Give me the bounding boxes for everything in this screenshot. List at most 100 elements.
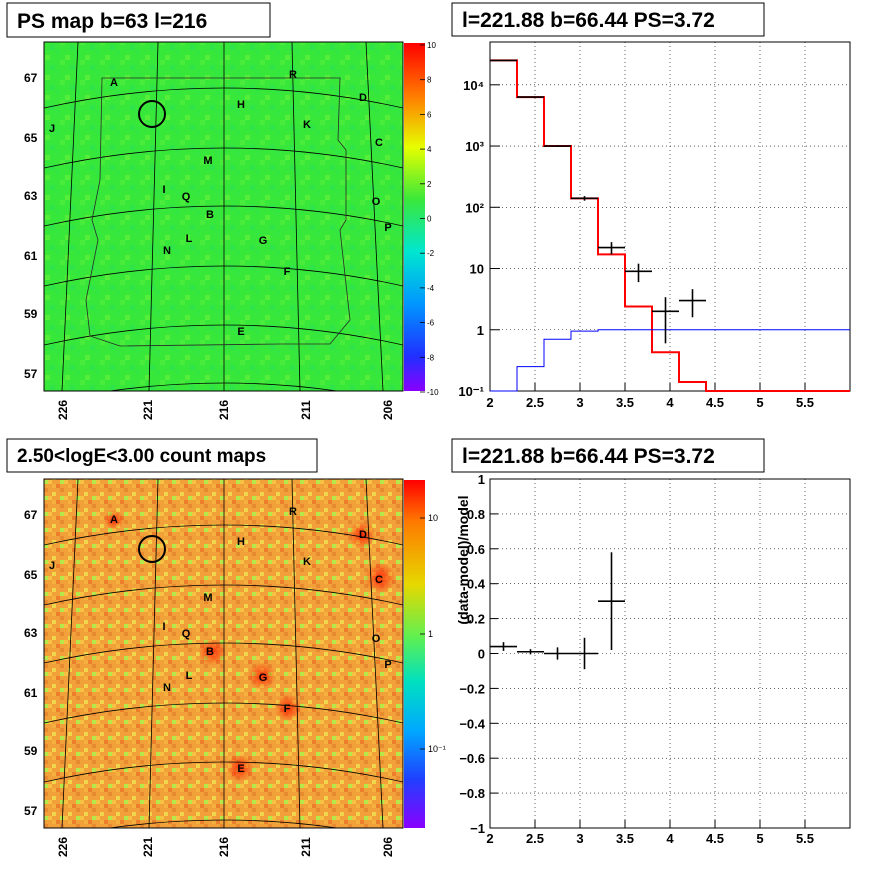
source-label-c: C [375, 574, 383, 586]
x-tick-label: 4 [666, 395, 674, 410]
y-tick-label: 57 [24, 367, 38, 381]
source-label-j: J [49, 560, 55, 572]
y-tick-label: 65 [24, 568, 38, 582]
x-tick-label: 221 [141, 400, 155, 420]
spectrum-data-points [490, 59, 706, 344]
x-tick-label: 216 [217, 400, 231, 420]
y-tick-label: −0.6 [459, 751, 485, 766]
colorbar-tick-label: 8 [427, 76, 432, 85]
y-tick-label: −1 [470, 821, 485, 836]
y-tick-label: 59 [24, 744, 38, 758]
residual-y-axis-label: (data-model)/model [455, 495, 471, 624]
source-label-f: F [284, 266, 291, 278]
x-tick-label: 3.5 [616, 395, 634, 410]
y-tick-label: 1 [478, 472, 485, 487]
ps-map-title-box [6, 2, 271, 38]
y-tick-label: 10⁻¹ [458, 384, 484, 399]
source-label-q: Q [182, 628, 191, 640]
source-label-g: G [259, 672, 268, 684]
residual-title: l=221.88 b=66.44 PS=3.72 [462, 445, 715, 468]
y-tick-label: −0.2 [459, 681, 485, 696]
x-tick-label: 2.5 [526, 831, 544, 846]
spectrum-background-histogram [490, 329, 850, 392]
count-map-target-circle [138, 535, 166, 563]
ps-map-frame [43, 41, 404, 392]
y-tick-label: 57 [24, 804, 38, 818]
colorbar-tick-label: -10 [427, 388, 439, 397]
source-label-d: D [359, 529, 367, 541]
colorbar-tick-label: -2 [427, 249, 435, 258]
y-tick-label: 0.6 [467, 542, 485, 557]
y-tick-label: 67 [24, 71, 38, 85]
x-tick-label: 216 [217, 837, 231, 857]
y-tick-label: 0.4 [467, 577, 486, 592]
y-tick-label: 1 [477, 323, 484, 338]
count-map-hotspots [104, 510, 396, 782]
spectrum-title-box [451, 2, 765, 37]
source-label-n: N [163, 245, 171, 257]
source-label-j: J [49, 123, 55, 135]
count-map-colorbar [404, 480, 425, 828]
x-tick-label: 2.5 [526, 395, 544, 410]
y-tick-label: −0.4 [459, 716, 485, 731]
source-label-m: M [203, 155, 212, 167]
source-label-n: N [163, 682, 171, 694]
source-label-e: E [237, 763, 244, 775]
ps-map-colorbar-ticks: 10 8 6 4 2 0 -2 -4 -6 -8 -10 [420, 41, 439, 397]
residual-title-box [451, 438, 765, 473]
x-tick-label: 3 [576, 395, 583, 410]
y-tick-label: 10⁴ [463, 78, 484, 93]
source-label-q: Q [182, 191, 191, 203]
y-tick-label: 10 [470, 262, 484, 277]
x-tick-label: 4 [666, 831, 674, 846]
residual-axes: 2 2.5 3 3.5 4 4.5 5 5.5 1 0.8 0.6 0.4 0.2 0 −0.2 −0.4 −0… [459, 472, 814, 846]
y-tick-label: 65 [24, 131, 38, 145]
x-tick-label: 226 [56, 837, 70, 857]
residual-panel: 2 2.5 3 3.5 4 4.5 5 5.5 1 0.8 0.6 0.4 0.2 0 −0.2 −0.4 −0… [451, 438, 851, 846]
y-tick-label: 67 [24, 508, 38, 522]
source-label-o: O [372, 196, 381, 208]
source-label-i: I [162, 184, 165, 196]
colorbar-tick-label: -6 [427, 319, 435, 328]
x-tick-label: 226 [56, 400, 70, 420]
spectrum-title: l=221.88 b=66.44 PS=3.72 [462, 9, 715, 32]
count-map-title-box [6, 438, 318, 473]
longitude-line [61, 479, 79, 828]
source-label-l: L [186, 233, 193, 245]
ps-map-title: PS map b=63 l=216 [17, 10, 207, 33]
y-tick-label: 0.8 [467, 507, 485, 522]
source-label-b: B [206, 646, 214, 658]
longitude-line [291, 42, 301, 391]
longitude-line [365, 479, 384, 828]
y-tick-label: 61 [24, 249, 38, 263]
longitude-line [148, 42, 159, 391]
x-tick-label: 4.5 [706, 395, 724, 410]
ps-map-x-ticks: 226 221 216 211 206 [56, 400, 395, 420]
ps-map-colorbar [404, 43, 425, 391]
x-tick-label: 3.5 [616, 831, 634, 846]
x-tick-label: 221 [141, 837, 155, 857]
spectrum-axes: 2 2.5 3 3.5 4 4.5 5 5.5 10⁴ 10³ 10² 10 1 10⁻¹ [458, 78, 814, 410]
x-tick-label: 211 [299, 837, 313, 857]
colorbar-tick-label: 1 [428, 629, 433, 639]
ps-map-target-circle [138, 100, 166, 128]
y-tick-label: −0.8 [459, 786, 485, 801]
source-label-e: E [237, 326, 244, 338]
colorbar-tick-label: 10 [428, 513, 438, 523]
source-label-k: K [303, 556, 311, 568]
count-map-y-ticks: 67 65 63 61 59 57 [24, 508, 38, 818]
y-tick-label: 10³ [465, 139, 484, 154]
source-label-p: P [384, 659, 391, 671]
source-label-h: H [237, 536, 245, 548]
source-label-p: P [384, 222, 391, 234]
x-tick-label: 3 [576, 831, 583, 846]
x-tick-label: 4.5 [706, 831, 724, 846]
longitude-line [365, 42, 384, 391]
count-map-x-ticks: 226 221 216 211 206 [56, 837, 395, 857]
source-label-h: H [237, 99, 245, 111]
y-tick-label: 10² [465, 200, 484, 215]
source-label-f: F [284, 703, 291, 715]
ps-map-mask-outline [85, 77, 351, 347]
